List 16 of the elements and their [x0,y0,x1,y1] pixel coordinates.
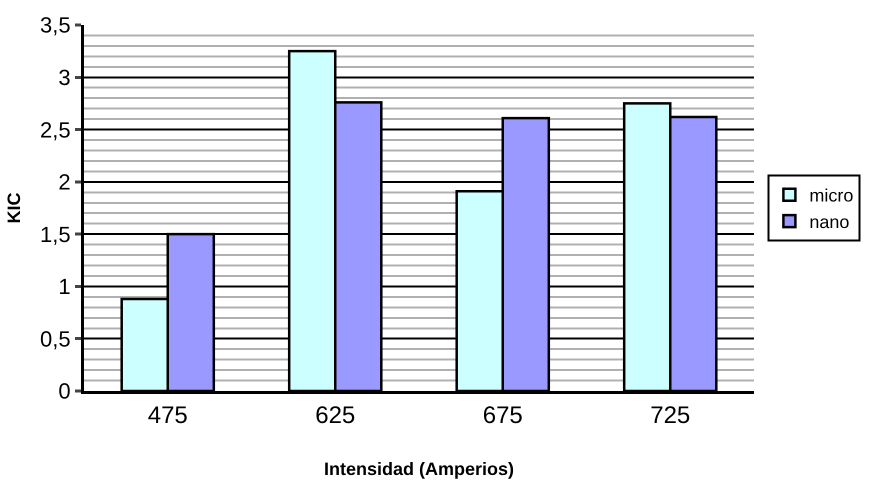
x-tick-label: 725 [650,402,690,429]
y-tick-label: 2,5 [40,117,71,142]
y-tick-label: 0 [58,378,71,404]
x-tick-label: 475 [148,402,188,429]
x-tick-label: 675 [482,402,523,429]
y-tick-label: 1,5 [40,222,71,247]
x-axis-title: Intensidad (Amperios) [324,458,514,479]
y-tick-label: 3,5 [40,12,71,38]
y-tick-label: 1 [58,274,71,300]
y-tick-label: 2 [58,170,71,195]
y-axis-title: KIC [4,192,24,224]
x-tick-label: 625 [315,402,356,429]
legend-label: nano [809,212,850,232]
y-tick-label: 0,5 [40,326,71,352]
legend-label: micro [809,186,854,206]
y-tick-label: 3 [58,64,71,90]
